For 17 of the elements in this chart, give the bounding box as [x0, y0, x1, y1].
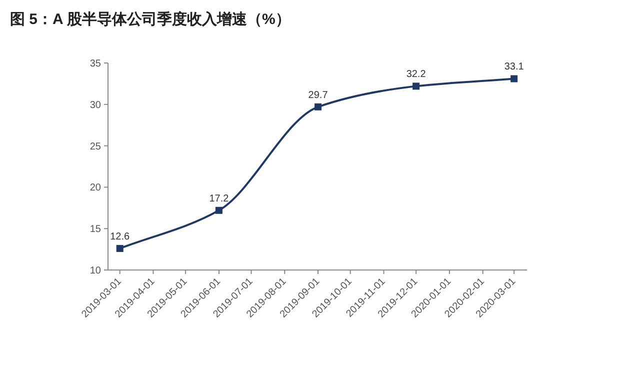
point — [116, 244, 124, 252]
point — [314, 103, 322, 110]
y-tick-label: 35 — [90, 58, 102, 70]
point — [510, 75, 518, 82]
data-label: 17.2 — [209, 193, 230, 204]
data-label: 32.2 — [406, 69, 426, 80]
y-tick-label: 30 — [90, 100, 102, 111]
y-tick-label: 10 — [90, 266, 102, 276]
data-label: 29.7 — [308, 90, 328, 101]
point — [412, 82, 420, 90]
y-tick-label: 15 — [90, 224, 102, 236]
chart-title: 图 5：A 股半导体公司季度收入增速（%） — [10, 10, 290, 28]
y-tick-label: 20 — [90, 182, 102, 194]
y-tick-label: 25 — [90, 141, 102, 152]
point — [215, 206, 222, 214]
data-label: 12.6 — [110, 231, 130, 242]
data-label: 33.1 — [504, 62, 524, 73]
